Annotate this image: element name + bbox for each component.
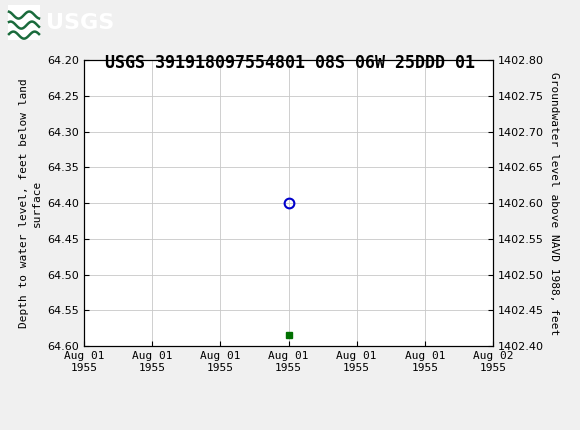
Text: USGS 391918097554801 08S 06W 25DDD 01: USGS 391918097554801 08S 06W 25DDD 01	[105, 54, 475, 72]
Polygon shape	[8, 5, 40, 40]
Y-axis label: Depth to water level, feet below land
surface: Depth to water level, feet below land su…	[19, 78, 42, 328]
Text: USGS: USGS	[46, 13, 114, 33]
Y-axis label: Groundwater level above NAVD 1988, feet: Groundwater level above NAVD 1988, feet	[549, 71, 560, 335]
